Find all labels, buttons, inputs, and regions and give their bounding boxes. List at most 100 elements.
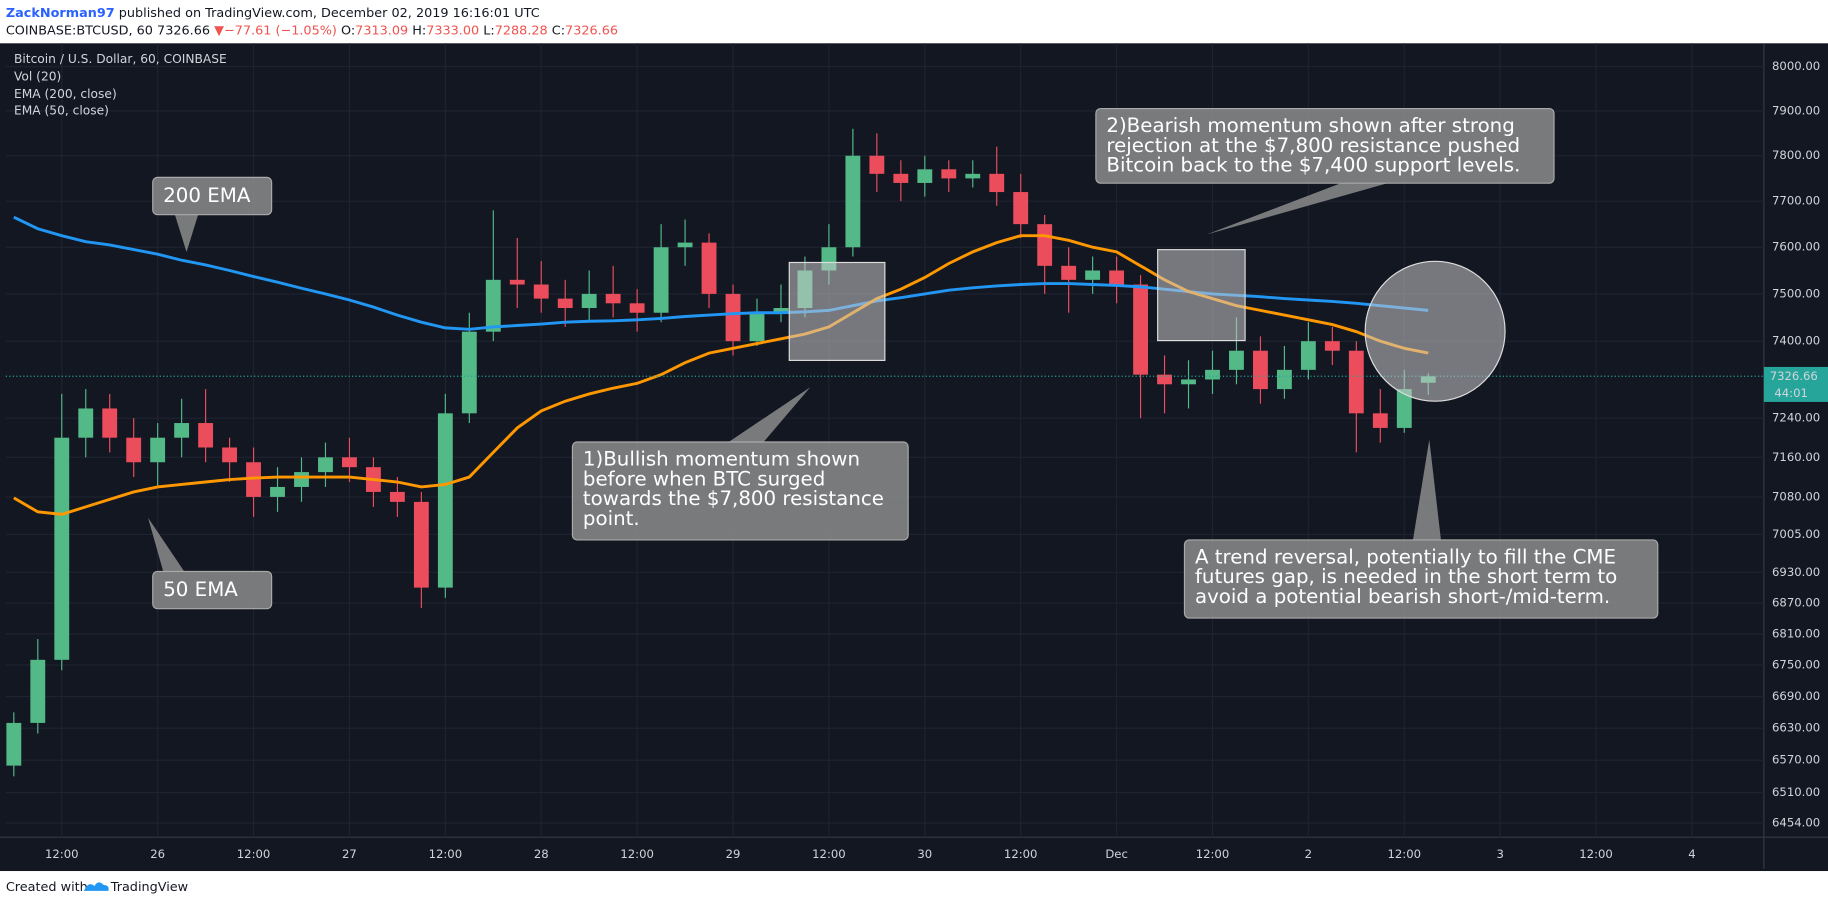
annotation-line: towards the $7,800 resistance	[583, 487, 884, 510]
y-tick-label: 7080.00	[1772, 489, 1820, 503]
annotation-line: 2)Bearish momentum shown after strong	[1106, 114, 1514, 137]
candle-body	[1300, 341, 1316, 370]
annotation-line: rejection at the $7,800 resistance pushe…	[1106, 133, 1520, 156]
annotation-line: A trend reversal, potentially to fill th…	[1195, 545, 1616, 568]
x-tick-label: 2	[1305, 847, 1312, 861]
y-tick-label: 6810.00	[1772, 626, 1820, 640]
x-tick-label: 30	[917, 847, 932, 861]
candle-body	[989, 173, 1005, 193]
x-tick-label: 4	[1688, 847, 1695, 861]
symbol: COINBASE:BTCUSD, 60	[6, 23, 153, 38]
y-tick-label: 6690.00	[1772, 689, 1820, 703]
annotation-text: 200 EMA	[163, 184, 251, 207]
candle-body	[725, 293, 741, 342]
candle-body	[893, 173, 909, 183]
candle-body	[342, 457, 357, 468]
y-tick-label: 7005.00	[1772, 527, 1820, 541]
annotation-text: A trend reversal, potentially to fill th…	[1195, 545, 1617, 608]
candle-body	[78, 408, 94, 438]
y-tick-label: 7900.00	[1772, 103, 1820, 117]
annotation-box	[571, 441, 909, 541]
candle-body	[749, 312, 765, 342]
candle-body	[629, 303, 645, 313]
candle-body	[1348, 350, 1364, 414]
candle-body	[653, 247, 669, 313]
change: −77.61 (−1.05%)	[224, 23, 337, 38]
candle-body	[270, 486, 285, 497]
countdown-label: 44:01	[1774, 386, 1808, 400]
candle-body	[174, 423, 190, 438]
footer-brand[interactable]: TradingView	[110, 880, 188, 895]
highlight-box	[1157, 249, 1246, 342]
annotation-line: avoid a potential bearish short-/mid-ter…	[1195, 585, 1610, 608]
highlight-box	[788, 261, 886, 361]
author[interactable]: ZackNorman97	[6, 5, 115, 20]
y-tick-label: 6750.00	[1772, 658, 1820, 672]
y-tick-label: 8000.00	[1772, 59, 1820, 73]
candle-body	[1229, 350, 1244, 370]
candle-body	[30, 659, 46, 723]
annotation-pointer	[1206, 183, 1388, 235]
annotation-pointer	[174, 214, 199, 252]
candle-body	[1133, 284, 1149, 375]
legend-entry: EMA (200, close)	[14, 87, 117, 101]
candle-body	[917, 169, 933, 183]
candle-body	[1157, 374, 1172, 385]
candle-body	[605, 293, 621, 304]
x-tick-label: 29	[726, 847, 741, 861]
annotation-pointer	[1412, 439, 1441, 540]
legend-entry: Bitcoin / U.S. Dollar, 60, COINBASE	[14, 52, 227, 66]
candle-body	[533, 284, 549, 299]
candle-body	[150, 437, 166, 463]
candle-body	[1396, 389, 1412, 428]
x-tick-label: 28	[534, 847, 549, 861]
candle-body	[198, 423, 214, 448]
header-line2: COINBASE:BTCUSD, 60 7326.66 ▼−77.61 (−1.…	[6, 23, 618, 38]
annotation-line: 200 EMA	[163, 184, 251, 207]
published: published on TradingView.com, December 0…	[119, 5, 540, 20]
annotation-box	[1183, 539, 1659, 619]
y-tick-label: 6630.00	[1772, 721, 1820, 735]
last-price-label: 7326.66	[1770, 369, 1818, 383]
x-tick-label: 26	[150, 847, 165, 861]
candle-body	[413, 501, 429, 588]
y-tick-label: 7160.00	[1772, 450, 1820, 464]
annotation-line: futures gap, is needed in the short term…	[1195, 565, 1617, 588]
annotation-text: 2)Bearish momentum shown after strong rej…	[1106, 114, 1520, 177]
candle-body	[1013, 192, 1029, 225]
candle-body	[1181, 379, 1196, 385]
l: 7288.28	[495, 23, 548, 38]
candle-body	[581, 293, 597, 309]
annotation-pointer	[728, 387, 811, 443]
y-tick-label: 7240.00	[1772, 411, 1820, 425]
candle-body	[1085, 270, 1101, 280]
annotation-box	[1095, 108, 1555, 184]
annotation-line: before when BTC surged	[583, 467, 825, 490]
candle-body	[437, 413, 453, 588]
candle-body	[389, 491, 405, 502]
c: 7326.66	[565, 23, 618, 38]
candle-body	[1109, 270, 1125, 285]
last: 7326.66	[157, 23, 210, 38]
candle-body	[1324, 341, 1340, 351]
candle-body	[773, 308, 789, 313]
legend-entry: Vol (20)	[14, 70, 61, 84]
y-tick-label: 6454.00	[1772, 815, 1820, 829]
y-tick-label: 7600.00	[1772, 240, 1820, 254]
x-tick-label: 12:00	[1388, 847, 1422, 861]
y-tick-label: 6570.00	[1772, 753, 1820, 767]
candle-body	[1372, 413, 1388, 428]
o: 7313.09	[355, 23, 408, 38]
candle-body	[1253, 350, 1268, 390]
y-tick-label: 6930.00	[1772, 565, 1820, 579]
x-tick-label: 12:00	[429, 847, 463, 861]
candle-body	[222, 447, 238, 463]
logo	[83, 882, 109, 891]
annotation-text: 50 EMA	[163, 578, 238, 601]
annotation-box	[152, 570, 273, 610]
candle-body	[294, 472, 309, 487]
annotation-box	[152, 176, 273, 216]
y-tick-label: 6510.00	[1772, 785, 1820, 799]
h: 7333.00	[426, 23, 479, 38]
candle-body	[557, 298, 573, 309]
